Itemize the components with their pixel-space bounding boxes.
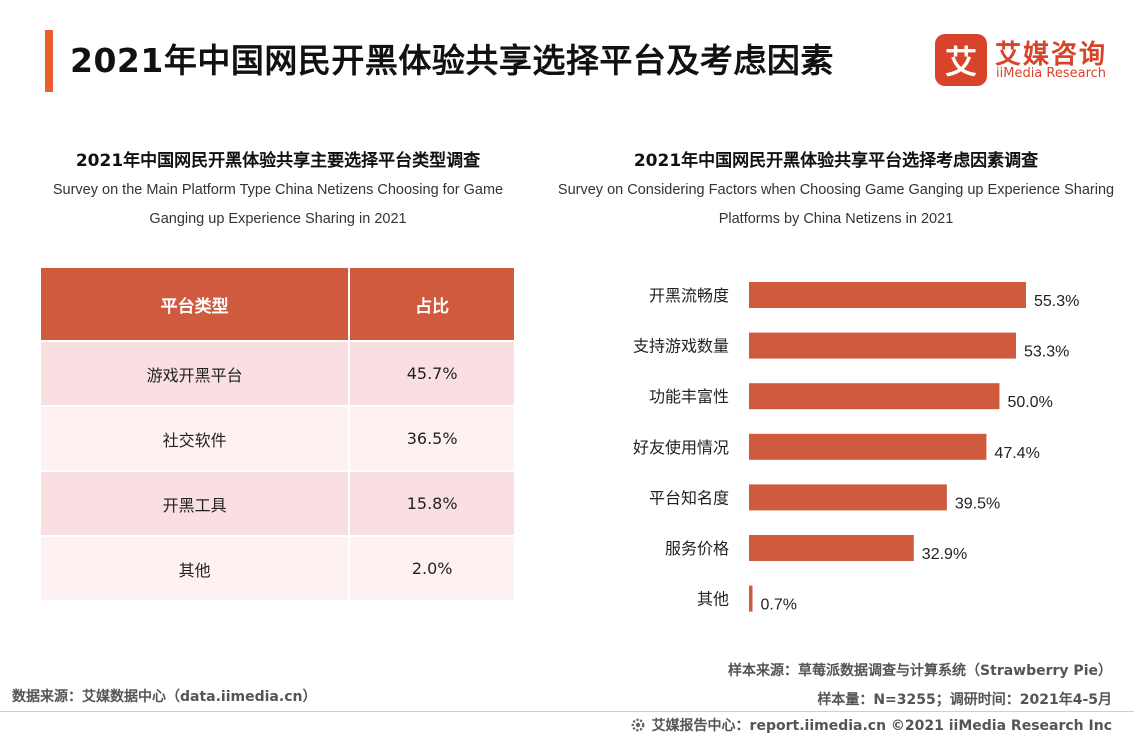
bar-value-label: 53.3%	[1024, 344, 1069, 361]
bar-category-label: 平台知名度	[649, 488, 729, 507]
left-chart-subtitle-en: Survey on the Main Platform Type China N…	[52, 182, 504, 227]
page-title: 2021年中国网民开黑体验共享选择平台及考虑因素	[70, 41, 834, 80]
logo-name-en: iiMedia Research	[996, 66, 1107, 81]
data-source: 数据来源：艾媒数据中心（data.iimedia.cn）	[12, 689, 317, 705]
bar-value-label: 32.9%	[922, 546, 967, 563]
footer: 艾媒报告中心：report.iimedia.cn ©2021 iiMedia R…	[630, 715, 1112, 735]
table-cell-type: 其他	[41, 535, 350, 600]
footer-text: 艾媒报告中心：report.iimedia.cn ©2021 iiMedia R…	[651, 718, 1112, 734]
table-cell-type: 游戏开黑平台	[41, 340, 350, 406]
sample-source: 样本来源：草莓派数据调查与计算系统（Strawberry Pie）	[728, 663, 1112, 679]
title-accent-bar	[45, 30, 53, 92]
table-header-row: 平台类型 占比	[41, 268, 514, 341]
bar	[749, 282, 1026, 308]
bar-category-label: 其他	[697, 590, 729, 609]
bar-category-label: 支持游戏数量	[633, 337, 729, 356]
bar-category-label: 开黑流畅度	[649, 286, 729, 305]
logo-mark-icon: 艾	[935, 34, 987, 86]
bar-value-label: 0.7%	[761, 597, 797, 614]
table-cell-share: 45.7%	[348, 340, 514, 406]
bar-value-label: 50.0%	[1007, 394, 1052, 411]
bar	[749, 484, 947, 511]
table-cell-type: 开黑工具	[41, 470, 350, 536]
table-row: 其他 2.0%	[41, 535, 514, 600]
header-platform-type: 平台类型	[41, 268, 350, 341]
right-chart-title: 2021年中国网民开黑体验共享平台选择考虑因素调查	[633, 151, 1039, 171]
table-row: 游戏开黑平台 45.7%	[41, 340, 514, 406]
logo-glyph: 艾	[944, 43, 977, 81]
right-chart-subtitle-en: Survey on Considering Factors when Choos…	[557, 182, 1115, 227]
footer-divider	[0, 711, 1134, 712]
platform-type-table: 平台类型 占比 游戏开黑平台 45.7% 社交软件 36.5% 开黑工具 15.…	[41, 268, 514, 600]
left-chart-title: 2021年中国网民开黑体验共享主要选择平台类型调查	[75, 151, 481, 171]
bar	[749, 383, 1000, 410]
factors-bar-chart: 开黑流畅度 55.3% 支持游戏数量 53.3% 功能丰富性 50.0% 好友使用情况 47.…	[633, 282, 1079, 614]
brand-logo: 艾 艾媒咨询 iiMedia Research	[935, 32, 1125, 88]
table-cell-share: 2.0%	[348, 535, 514, 600]
bar	[749, 535, 914, 561]
table-cell-share: 15.8%	[348, 470, 514, 536]
bar-value-label: 39.5%	[955, 495, 1000, 512]
bar-value-label: 55.3%	[1034, 293, 1079, 310]
gear-icon	[631, 718, 644, 732]
sample-info: 样本量：N=3255；调研时间：2021年4-5月	[817, 692, 1112, 708]
logo-name-cn: 艾媒咨询	[995, 40, 1108, 70]
bar	[749, 332, 1016, 359]
bar-category-label: 功能丰富性	[649, 387, 729, 406]
table-cell-share: 36.5%	[348, 405, 514, 471]
bar	[749, 585, 753, 612]
bar-value-label: 47.4%	[994, 445, 1039, 462]
bar-category-label: 好友使用情况	[633, 438, 729, 457]
bar-category-label: 服务价格	[665, 539, 729, 558]
table-row: 开黑工具 15.8%	[41, 470, 514, 536]
header-share: 占比	[348, 268, 514, 341]
bar	[749, 433, 987, 460]
table-cell-type: 社交软件	[41, 405, 350, 471]
table-row: 社交软件 36.5%	[41, 405, 514, 471]
